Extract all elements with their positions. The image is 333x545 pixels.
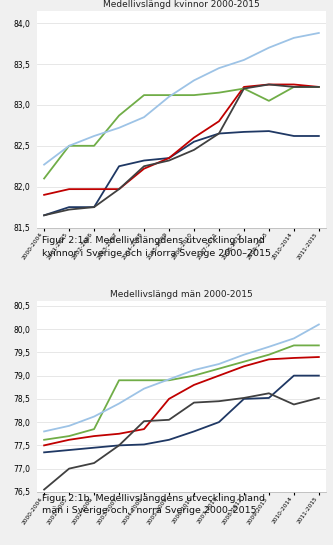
Title: Medellivslängd män 2000-2015: Medellivslängd män 2000-2015 <box>110 290 253 299</box>
Title: Medellivslängd kvinnor 2000-2015: Medellivslängd kvinnor 2000-2015 <box>103 0 260 9</box>
Text: Figur 2:1b. Medellivslängdens utveckling bland
män i Sverige och i norra Sverige: Figur 2:1b. Medellivslängdens utveckling… <box>42 494 265 516</box>
Legend: Västernorrland, Jämtland, Västerbotten, Norrbotten, Riket: Västernorrland, Jämtland, Västerbotten, … <box>88 307 275 316</box>
Text: Figur 2:1a. Medellivslängdens utveckling bland
kvinnor i Sverige och i norra Sve: Figur 2:1a. Medellivslängdens utveckling… <box>42 237 274 258</box>
